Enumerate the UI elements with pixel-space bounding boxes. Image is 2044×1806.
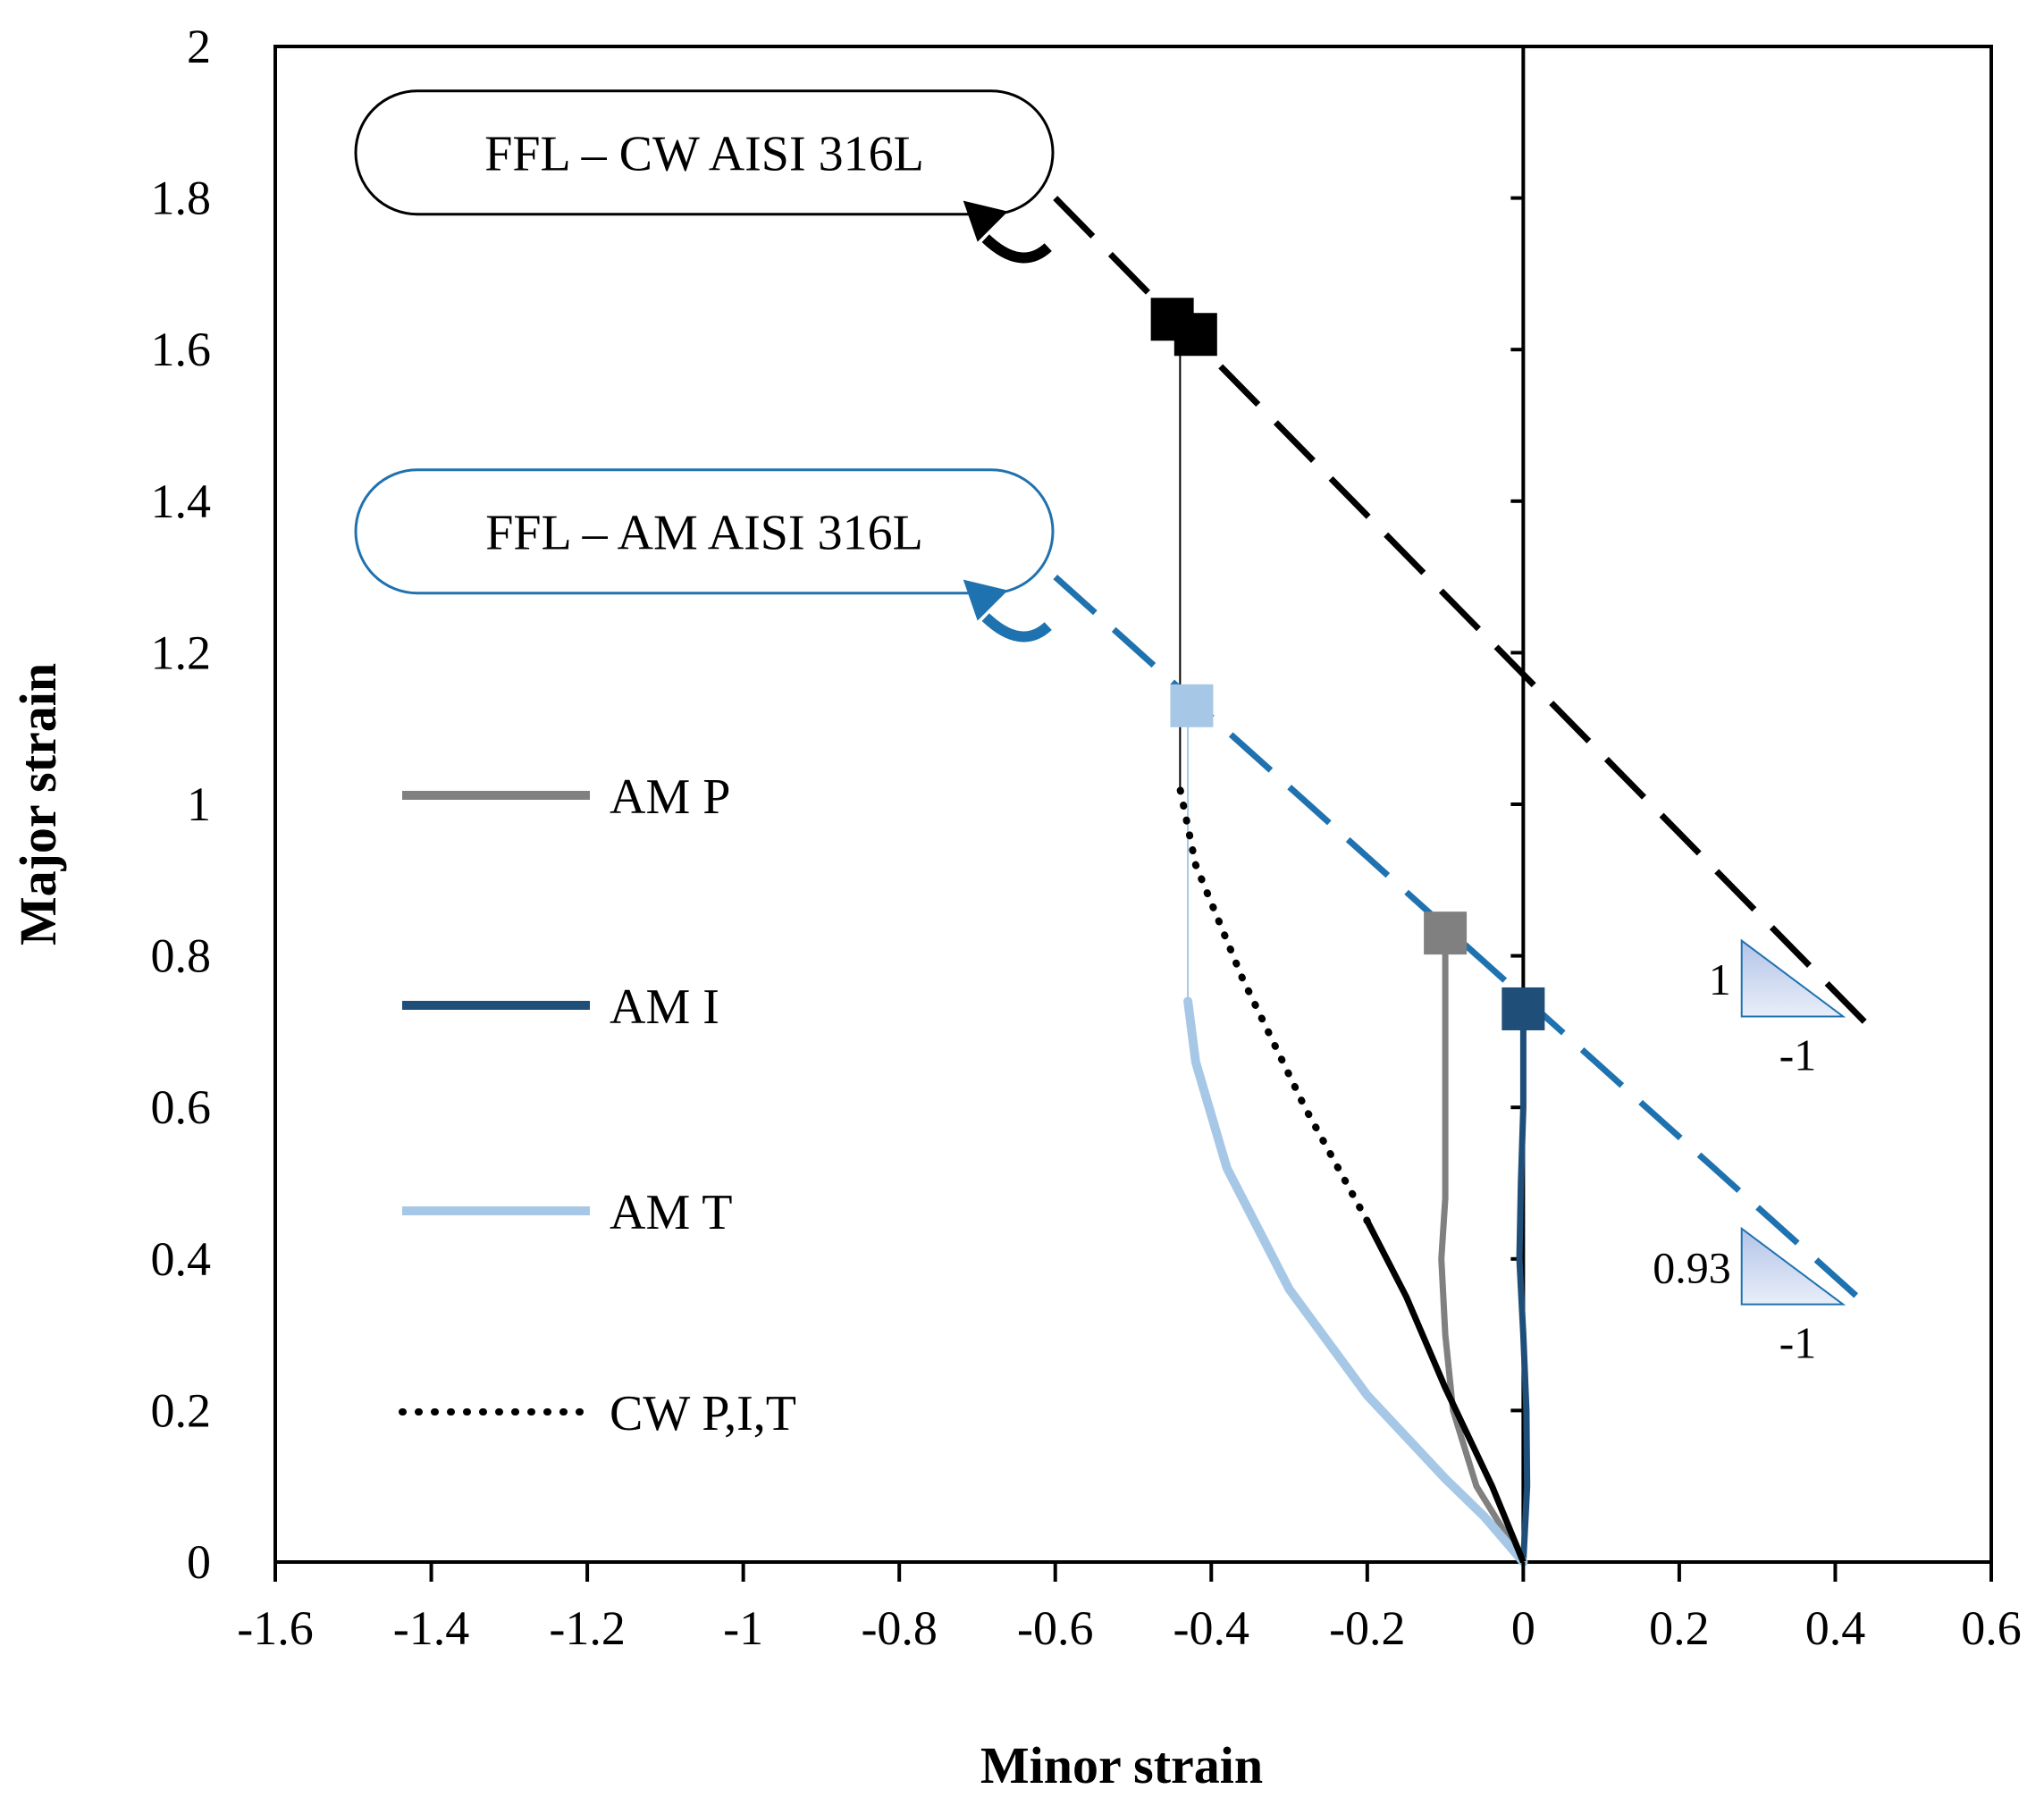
y-tick-label: 1.4 — [151, 475, 212, 528]
y-axis-title: Major strain — [9, 663, 67, 945]
square-marker — [1170, 684, 1214, 727]
x-tick-label: -1.6 — [237, 1601, 313, 1655]
plot-frame — [273, 45, 1993, 1564]
slope-rise-label: 0.93 — [1653, 1242, 1731, 1292]
slope-triangle — [1740, 938, 1846, 1018]
x-tick-label: -0.8 — [861, 1601, 937, 1655]
legend: AM P AM I AM T CW P,I,T — [399, 769, 796, 1441]
slope-run-label: -1 — [1779, 1029, 1817, 1079]
series-am-t — [1183, 996, 1528, 1567]
y-tick-label: 0.2 — [151, 1383, 212, 1437]
ffl-label-text: FFL – CW AISI 316L — [484, 127, 924, 182]
y-tick-label: 0.8 — [151, 929, 212, 983]
x-tick-label: 0.4 — [1805, 1601, 1866, 1655]
x-tick-label: 0.2 — [1649, 1601, 1710, 1655]
series-am-i — [1516, 1005, 1531, 1566]
axis-ticks: -1.6 -1.4 -1.2 -1 -0.8 -0.6 -0.4 -0.2 0 0.2 0.4 0.6… — [151, 20, 2022, 1655]
ffl-label-box — [354, 468, 1055, 595]
slope-run-label: -1 — [1779, 1318, 1817, 1368]
series-cw-solid — [1364, 1219, 1527, 1564]
ffl-arrow-head-icon — [963, 579, 1008, 621]
data-markers — [1150, 298, 1545, 1030]
y-tick-label: 0 — [187, 1535, 211, 1589]
annotations: FFL – CW AISI 316L FFL – AM AISI 316L — [354, 89, 1055, 643]
ffl-arrow-icon — [981, 234, 1052, 264]
slope-rise-label: 1 — [1709, 954, 1731, 1004]
x-tick-label: -0.4 — [1173, 1601, 1249, 1655]
plot-area — [273, 45, 1993, 1564]
x-axis-title: Minor strain — [980, 1736, 1263, 1794]
legend-label: CW P,I,T — [610, 1386, 796, 1441]
legend-label: AM T — [610, 1185, 732, 1240]
y-tick-label: 1 — [187, 777, 211, 831]
series-am-p — [1438, 929, 1527, 1566]
square-marker — [1501, 987, 1545, 1030]
legend-label: AM P — [610, 769, 730, 825]
x-tick-label: 0.6 — [1961, 1601, 2022, 1655]
x-tick-label: -1.2 — [549, 1601, 625, 1655]
ffl-arrow-head-icon — [963, 200, 1008, 242]
y-tick-label: 2 — [187, 20, 211, 73]
x-tick-label: -0.6 — [1017, 1601, 1093, 1655]
slope-triangle — [1740, 1226, 1846, 1306]
y-tick-label: 0.6 — [151, 1080, 212, 1134]
ffl-lines — [1053, 196, 1877, 1315]
data-series — [1176, 326, 1531, 1567]
y-tick-label: 1.2 — [151, 626, 212, 679]
y-tick-label: 0.4 — [151, 1232, 212, 1286]
ffl-label-box — [354, 89, 1055, 216]
square-marker — [1424, 911, 1468, 955]
x-tick-label: -1 — [723, 1601, 763, 1655]
x-tick-label: -1.4 — [393, 1601, 469, 1655]
slope-triangles: 1 -1 0.93 -1 — [1653, 938, 1846, 1368]
y-tick-label: 1.6 — [151, 323, 212, 376]
x-tick-label: 0 — [1511, 1601, 1535, 1655]
x-tick-label: -0.2 — [1329, 1601, 1405, 1655]
y-tick-label: 1.8 — [151, 172, 212, 225]
ffl-label-text: FFL – AM AISI 316L — [485, 506, 923, 561]
series-cw-dotted — [1176, 785, 1371, 1225]
square-marker — [1173, 313, 1217, 357]
legend-label: AM I — [610, 979, 719, 1035]
ffl-arrow-icon — [981, 613, 1052, 643]
